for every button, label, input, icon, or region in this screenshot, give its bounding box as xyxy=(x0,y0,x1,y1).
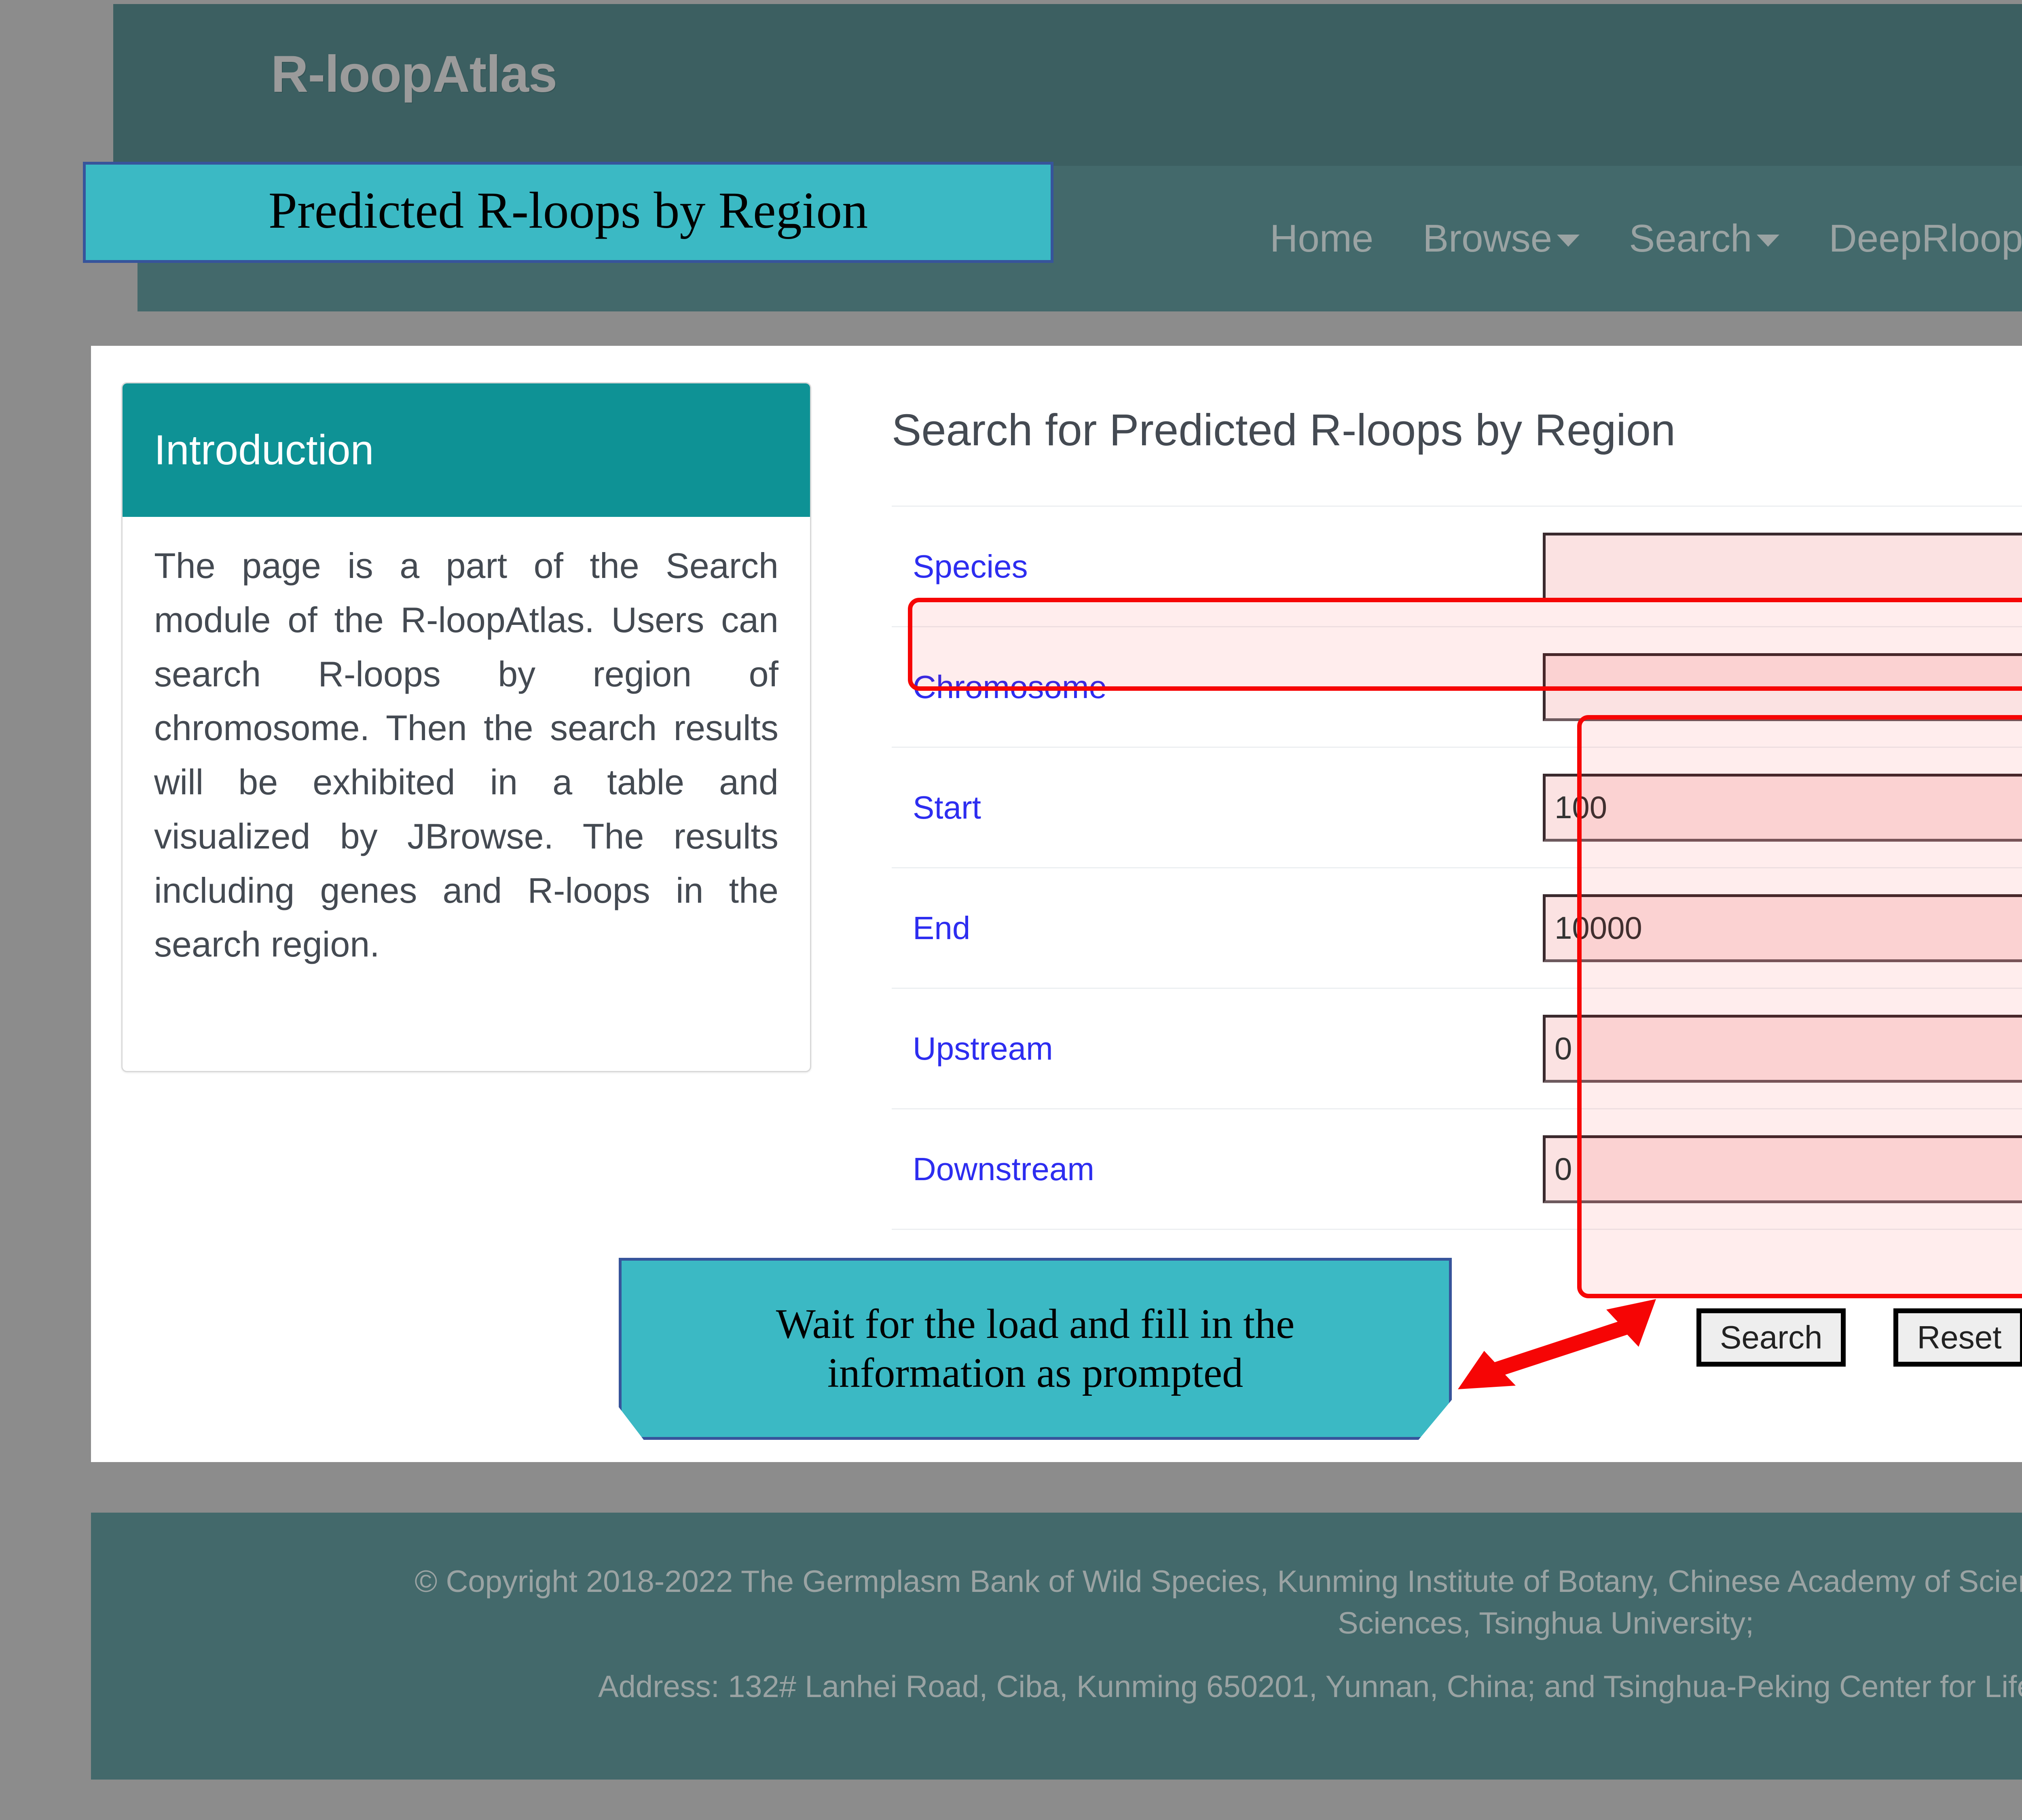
page-title: Search for Predicted R-loops by Region xyxy=(892,405,1676,455)
introduction-title: Introduction xyxy=(154,426,374,474)
form-row-actions xyxy=(892,1229,2022,1349)
form-row-species: Species ? xyxy=(892,506,2022,626)
label-upstream: Upstream xyxy=(913,1030,1053,1067)
label-end: End xyxy=(913,910,971,946)
species-input[interactable] xyxy=(1543,532,2022,601)
downstream-input[interactable] xyxy=(1543,1135,2022,1203)
introduction-card-header: Introduction xyxy=(123,383,810,517)
label-chromosome: Chromosome xyxy=(913,669,1107,705)
chevron-down-icon xyxy=(1557,235,1580,247)
upstream-input[interactable] xyxy=(1543,1014,2022,1083)
chromosome-input[interactable] xyxy=(1543,653,2022,721)
form-row-end: End ? xyxy=(892,867,2022,988)
site-header: R-loopAtlas xyxy=(113,4,2022,166)
form-row-upstream: Upstream kb xyxy=(892,988,2022,1108)
form-row-chromosome: Chromosome ? xyxy=(892,626,2022,747)
introduction-card: Introduction The page is a part of the S… xyxy=(121,382,811,1072)
footer-copyright: © Copyright 2018-2022 The Germplasm Bank… xyxy=(91,1561,2022,1644)
form-row-downstream: Downstream kb xyxy=(892,1108,2022,1229)
end-input[interactable] xyxy=(1543,894,2022,962)
form-row-start: Start ? xyxy=(892,747,2022,867)
introduction-body: The page is a part of the Search module … xyxy=(154,546,778,965)
start-input[interactable] xyxy=(1543,773,2022,842)
nav-label: Browse xyxy=(1423,217,1552,260)
footer-address: Address: 132# Lanhei Road, Ciba, Kunming… xyxy=(598,1670,2022,1704)
label-species: Species xyxy=(913,548,1028,584)
nav-list: Home Browse Search DeepRloopPre Tools He… xyxy=(1270,166,2022,311)
nav-item-search[interactable]: Search xyxy=(1629,216,1780,261)
annotation-wait-line2: information as prompted xyxy=(827,1350,1244,1396)
label-downstream: Downstream xyxy=(913,1151,1095,1187)
annotation-page-title: Predicted R-loops by Region xyxy=(83,162,1053,263)
nav-item-home[interactable]: Home xyxy=(1270,216,1373,261)
nav-item-browse[interactable]: Browse xyxy=(1423,216,1580,261)
label-start: Start xyxy=(913,789,981,825)
footer-copyright-line2: Sciences, Tsinghua University; xyxy=(1337,1606,1754,1640)
nav-item-deeprlooppre[interactable]: DeepRloopPre xyxy=(1829,216,2022,261)
annotation-wait-line1: Wait for the load and fill in the xyxy=(776,1301,1295,1348)
site-footer: © Copyright 2018-2022 The Germplasm Bank… xyxy=(91,1513,2022,1780)
footer-copyright-line1: © Copyright 2018-2022 The Germplasm Bank… xyxy=(415,1564,2022,1599)
annotation-wait-hint: Wait for the load and fill in the inform… xyxy=(619,1258,1452,1440)
nav-label: Search xyxy=(1629,217,1752,260)
reset-button[interactable]: Reset xyxy=(1893,1308,2022,1367)
nav-label: DeepRloopPre xyxy=(1829,217,2022,260)
search-form: Species ? Chromosome ? Start ? End xyxy=(892,506,2022,1349)
chevron-down-icon xyxy=(1757,235,1780,247)
nav-label: Home xyxy=(1270,217,1374,260)
site-brand[interactable]: R-loopAtlas xyxy=(271,45,557,103)
form-actions: Search Reset xyxy=(1696,1308,2022,1367)
search-button[interactable]: Search xyxy=(1696,1308,1846,1367)
